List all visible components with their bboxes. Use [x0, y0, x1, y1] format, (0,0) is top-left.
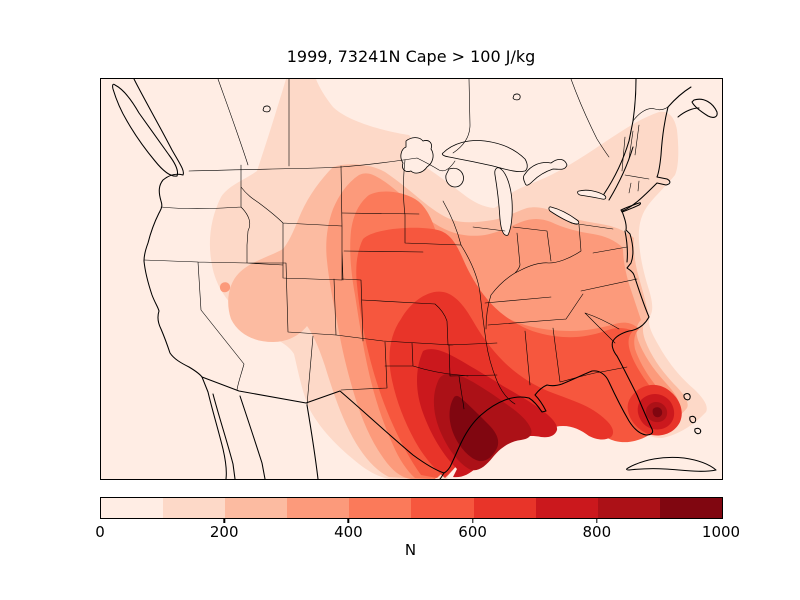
- colorbar-segment-8: [535, 498, 598, 518]
- colorbar-tick-label: 600: [458, 523, 487, 541]
- colorbar-segment-10: [659, 498, 722, 518]
- us-mexico-border: [201, 376, 445, 479]
- baja-and-gulf-of-california: [212, 393, 266, 479]
- colorbar-segment-9: [597, 498, 660, 518]
- state-borders-south: [484, 278, 638, 386]
- colorbar-axis-label: N: [404, 541, 417, 559]
- coastline-west: [133, 79, 227, 479]
- colorbar-tick-label: 400: [334, 523, 363, 541]
- colorbar-tick-label: 0: [95, 523, 105, 541]
- coastline-east-and-gulf: [443, 106, 671, 474]
- canada-lakes: [262, 93, 521, 188]
- state-borders-midwest: [442, 200, 582, 405]
- colorbar-tick: [596, 518, 598, 524]
- maine-canada-border: [632, 106, 669, 122]
- colorbar-tick-label: 200: [209, 523, 239, 541]
- colorbar-tick-labels: 0 200 400 600 800 1000: [95, 523, 740, 541]
- us-canada-border: [188, 157, 456, 172]
- canada-province-borders: [217, 79, 610, 167]
- colorbar-tick: [223, 518, 225, 524]
- colorbar-segment-6: [411, 498, 474, 518]
- colorbar-segment-3: [225, 498, 288, 518]
- st-lawrence-river: [603, 79, 637, 201]
- contour-band-4-nevada-spot: [219, 282, 231, 293]
- plot-title: 1999, 73241N Cape > 100 J/kg: [286, 47, 536, 66]
- colorbar-tick-label: 800: [582, 523, 612, 541]
- contour-band-10-florida-spot: [652, 407, 663, 418]
- colorbar-segment-1: [101, 498, 164, 518]
- long-island: [620, 202, 642, 213]
- colorbar-segment-4: [287, 498, 350, 518]
- bahamas: [683, 393, 702, 435]
- new-brunswick-nova-scotia-coast: [667, 86, 718, 118]
- contour-map: [101, 79, 722, 479]
- contour-band-10: [449, 395, 499, 462]
- colorbar-segment-5: [349, 498, 412, 518]
- map-axes: [100, 78, 723, 480]
- colorbar-segment-7: [473, 498, 536, 518]
- colorbar-tick-label: 1000: [701, 523, 741, 541]
- vancouver-island: [112, 83, 179, 177]
- great-lakes: [441, 140, 607, 236]
- colorbar-tick: [347, 518, 350, 524]
- colorbar-tick: [471, 518, 474, 524]
- state-borders-northeast: [570, 124, 650, 254]
- chesapeake-bay: [624, 230, 628, 263]
- colorbar-segment-2: [163, 498, 226, 518]
- state-borders-west: [143, 164, 344, 406]
- cuba: [626, 456, 717, 472]
- state-borders-plains: [335, 159, 498, 410]
- colorbar: [100, 497, 723, 519]
- colorbar-ticks: [100, 518, 721, 524]
